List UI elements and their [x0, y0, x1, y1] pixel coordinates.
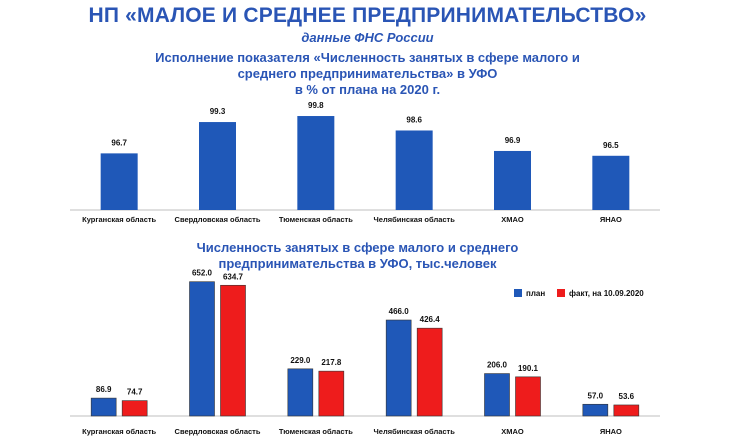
chart1-category-label: Курганская область [82, 215, 156, 224]
chart2-bar-fact [515, 376, 541, 417]
chart1-bar [199, 122, 236, 210]
legend-label-plan: план [526, 289, 545, 298]
chart1-value-label: 96.7 [111, 138, 127, 147]
chart2-bar-fact [318, 370, 345, 417]
chart1-category-label: Челябинская область [374, 215, 456, 224]
chart1-title-line-2: среднего предпринимательства» в УФО [237, 66, 498, 81]
chart2-title-line-2: предпринимательства в УФО, тыс.человек [218, 256, 497, 271]
chart2-bar-plan [582, 403, 609, 417]
chart2-bar-plan [90, 397, 117, 417]
chart2-value-label: 426.4 [420, 315, 441, 324]
chart2-bar-fact [613, 404, 640, 417]
chart1-bar [494, 150, 531, 210]
chart1-bar [100, 153, 138, 210]
chart1-value-label: 99.3 [210, 107, 226, 116]
chart2-bar-fact [416, 327, 443, 417]
chart1-category-label: Свердловская область [175, 215, 261, 224]
chart2-value-label: 86.9 [96, 385, 112, 394]
chart2-category-label: Тюменская область [279, 427, 353, 436]
chart2-bar-plan [189, 281, 215, 417]
chart2-category-label: Курганская область [82, 427, 156, 436]
chart1-bar [395, 130, 433, 210]
chart2-bar-fact [121, 400, 148, 417]
chart2-value-label: 57.0 [588, 391, 604, 400]
chart2-value-label: 217.8 [321, 358, 342, 367]
chart2-category-label: ЯНАО [600, 427, 622, 436]
chart1-title-line-1: Исполнение показателя «Численность занят… [155, 50, 580, 65]
chart1-value-label: 99.8 [308, 101, 324, 110]
chart2-category-label: Челябинская область [374, 427, 456, 436]
chart2-value-label: 634.7 [223, 272, 244, 281]
chart2-bar-plan [484, 373, 510, 417]
chart1-bar [297, 116, 335, 210]
legend-swatch-plan [514, 289, 522, 297]
chart2-title-line-1: Численность занятых в сфере малого и сре… [196, 240, 519, 255]
chart2-category-label: ХМАО [501, 427, 524, 436]
legend-label-fact: факт, на 10.09.2020 [569, 289, 644, 298]
chart2-value-label: 466.0 [389, 307, 410, 316]
chart1-value-label: 96.9 [505, 136, 521, 145]
chart1-bar [592, 155, 630, 210]
chart2-title: Численность занятых в сфере малого и сре… [0, 240, 725, 272]
chart1-title-line-3: в % от плана на 2020 г. [294, 82, 441, 97]
chart2-bar-plan [385, 319, 412, 417]
chart1-title: Исполнение показателя «Численность занят… [0, 50, 735, 98]
chart2-value-label: 190.1 [518, 364, 539, 373]
chart2-category-label: Свердловская область [175, 427, 261, 436]
chart2-value-label: 53.6 [619, 392, 635, 401]
page-title: НП «МАЛОЕ И СРЕДНЕЕ ПРЕДПРИНИМАТЕЛЬСТВО» [88, 4, 647, 27]
page-subtitle: данные ФНС России [301, 30, 434, 45]
chart1-category-label: Тюменская область [279, 215, 353, 224]
chart1-category-label: ЯНАО [600, 215, 622, 224]
chart1-value-label: 98.6 [406, 115, 422, 124]
chart1-category-label: ХМАО [501, 215, 524, 224]
chart2-value-label: 206.0 [487, 361, 508, 370]
legend-swatch-fact [557, 289, 565, 297]
chart2-bar-fact [220, 284, 246, 417]
chart1-value-label: 96.5 [603, 141, 619, 150]
chart2-value-label: 74.7 [127, 388, 143, 397]
chart2-bar-plan [287, 368, 314, 417]
chart2-value-label: 229.0 [290, 356, 311, 365]
